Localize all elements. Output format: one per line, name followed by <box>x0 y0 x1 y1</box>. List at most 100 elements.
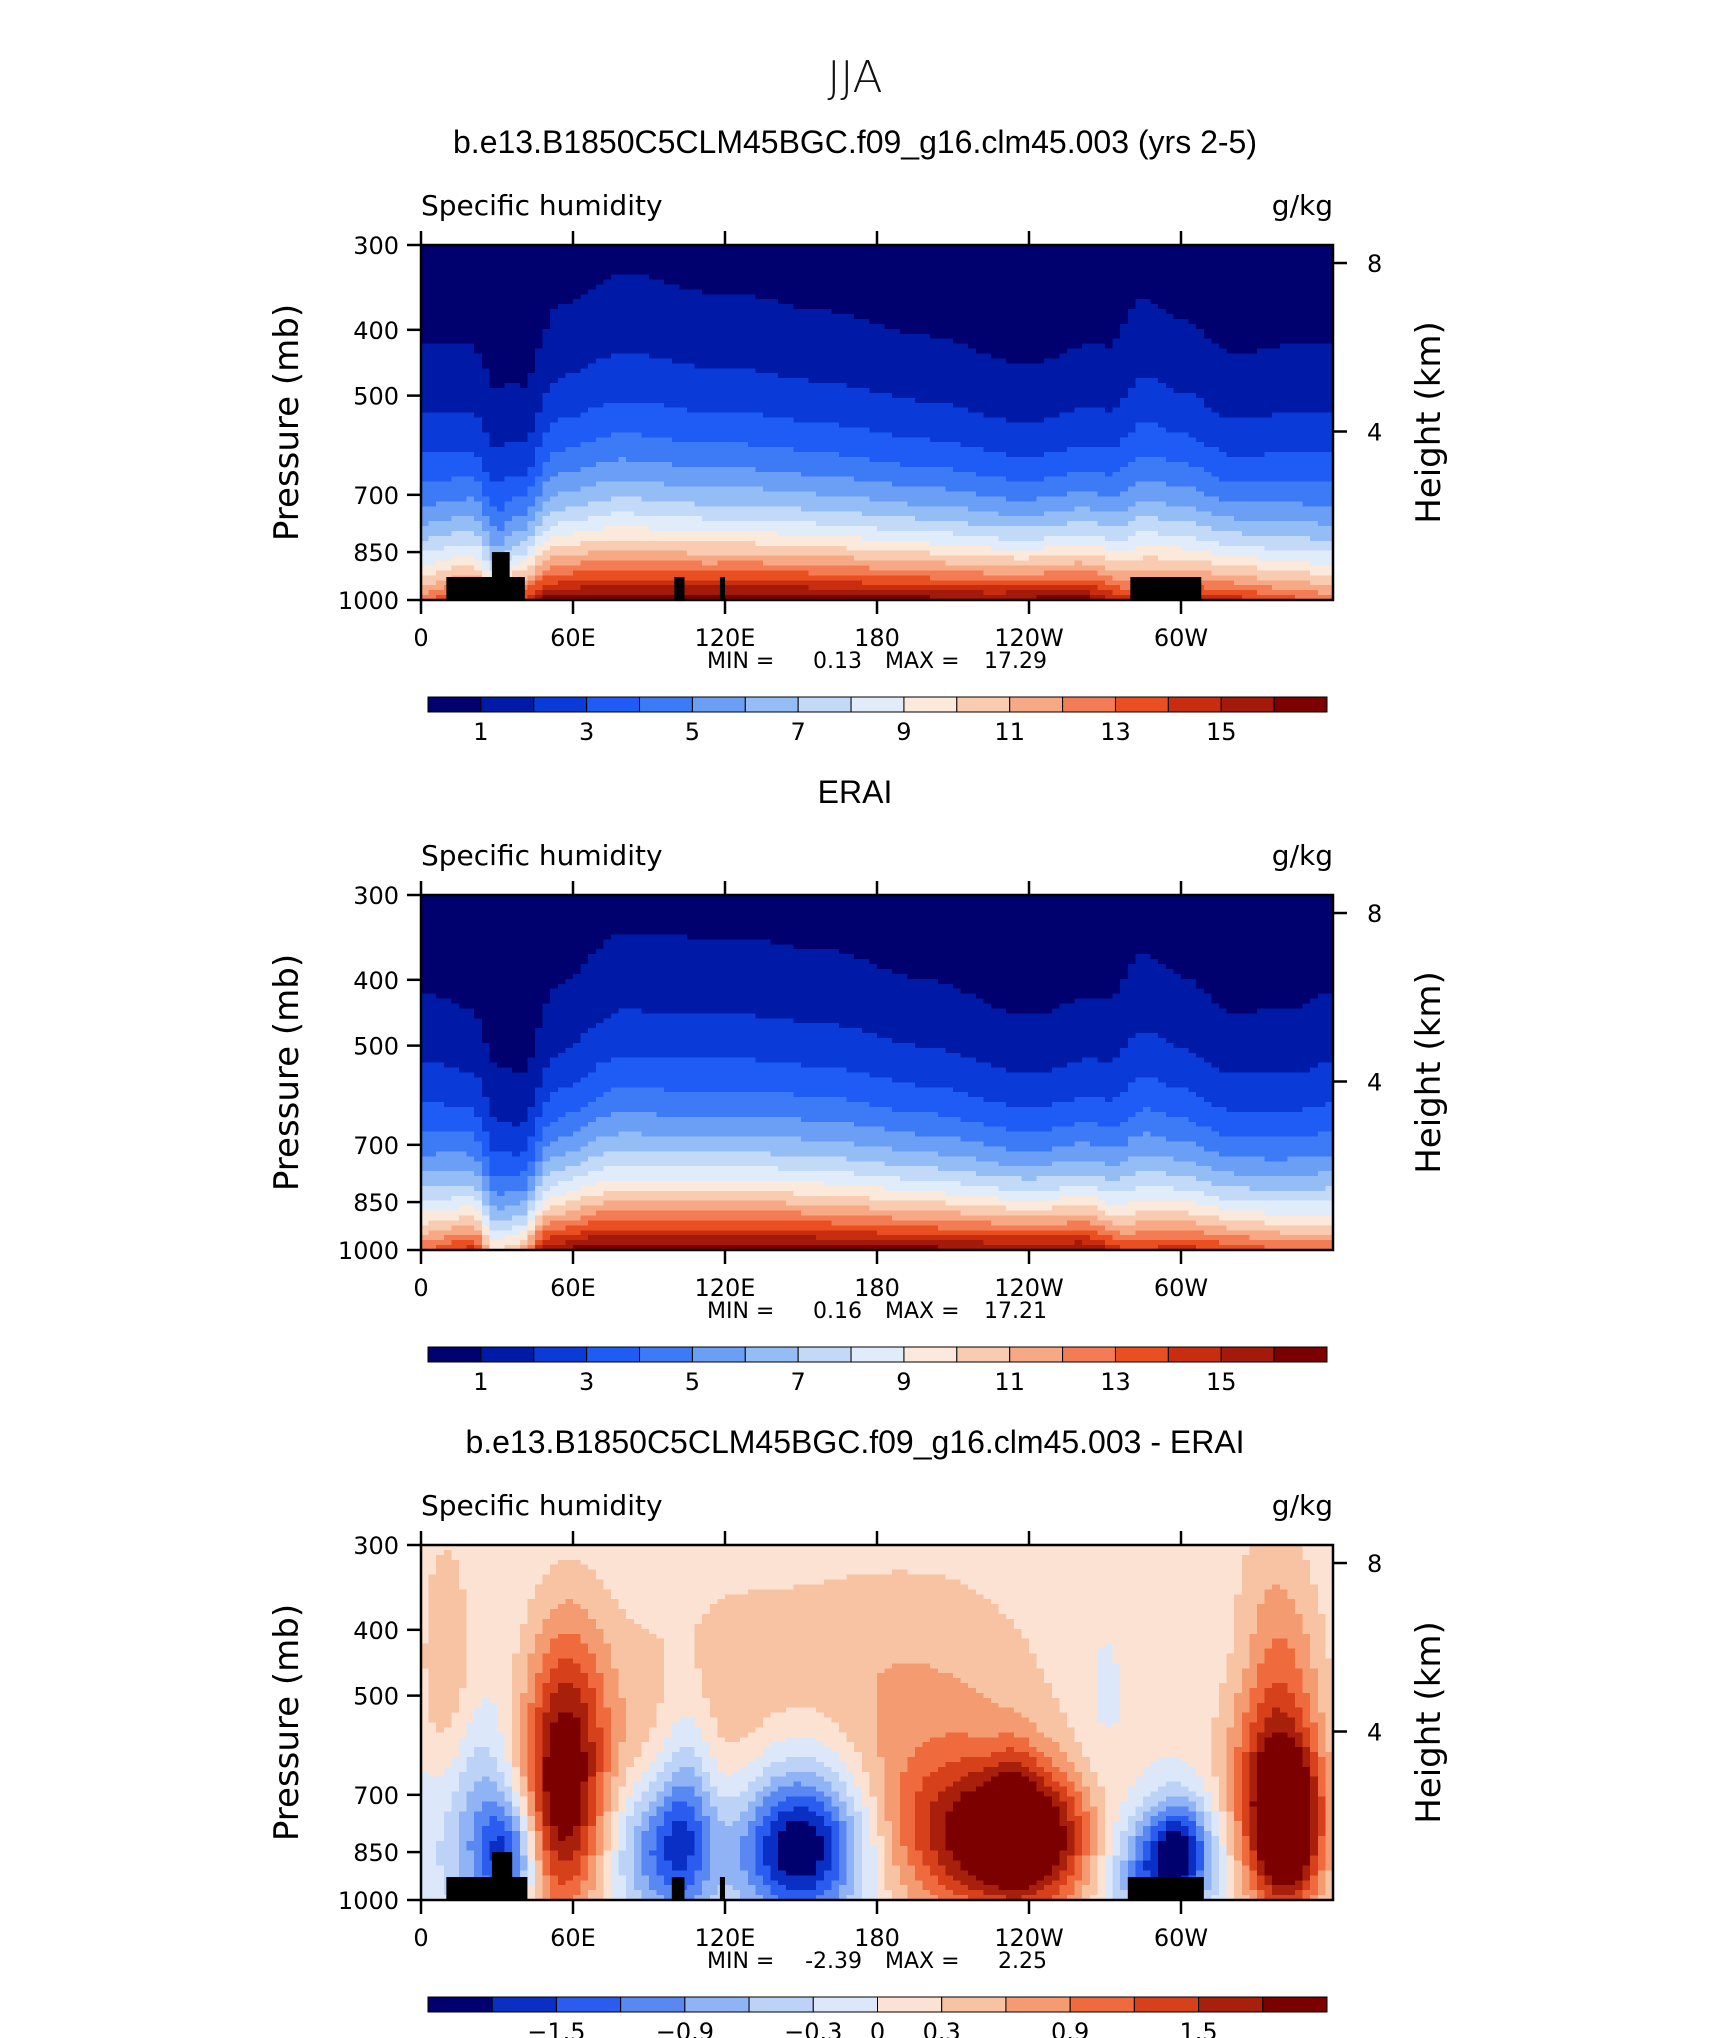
contour-cell <box>444 383 452 389</box>
contour-cell <box>520 275 528 281</box>
contour-cell <box>983 373 991 379</box>
contour-cell <box>1006 437 1014 443</box>
contour-cell <box>725 349 733 355</box>
contour-cell <box>436 418 444 424</box>
contour-cell <box>1113 373 1121 379</box>
contour-cell <box>641 280 649 286</box>
contour-cell <box>459 250 467 256</box>
contour-cell <box>1272 260 1280 266</box>
contour-cell <box>854 319 862 325</box>
contour-cell <box>831 289 839 295</box>
contour-cell <box>885 378 893 384</box>
contour-cell <box>649 334 657 340</box>
contour-cell <box>1287 304 1295 310</box>
contour-cell <box>968 418 976 424</box>
contour-cell <box>1067 442 1075 448</box>
contour-cell <box>869 309 877 315</box>
contour-cell <box>1090 280 1098 286</box>
contour-cell <box>1242 368 1250 374</box>
contour-cell <box>1242 418 1250 424</box>
contour-cell <box>1113 319 1121 325</box>
contour-cell <box>520 270 528 276</box>
contour-cell <box>687 334 695 340</box>
contour-cell <box>1143 432 1151 438</box>
contour-cell <box>839 432 847 438</box>
contour-cell <box>1113 353 1121 359</box>
contour-cell <box>482 413 490 419</box>
contour-cell <box>1021 294 1029 300</box>
contour-cell <box>733 284 741 290</box>
contour-cell <box>1075 368 1083 374</box>
contour-cell <box>626 418 634 424</box>
contour-cell <box>831 260 839 266</box>
contour-cell <box>1280 413 1288 419</box>
contour-cell <box>1113 388 1121 394</box>
contour-cell <box>1120 413 1128 419</box>
contour-cell <box>771 289 779 295</box>
contour-cell <box>1211 437 1219 443</box>
contour-cell <box>1287 403 1295 409</box>
contour-cell <box>489 353 497 359</box>
contour-cell <box>596 280 604 286</box>
contour-cell <box>1120 437 1128 443</box>
contour-cell <box>900 275 908 281</box>
contour-cell <box>1257 289 1265 295</box>
contour-cell <box>755 358 763 364</box>
contour-cell <box>1204 329 1212 335</box>
contour-cell <box>1181 432 1189 438</box>
contour-cell <box>862 378 870 384</box>
contour-cell <box>1143 309 1151 315</box>
contour-cell <box>1082 383 1090 389</box>
contour-cell <box>961 309 969 315</box>
contour-cell <box>1234 334 1242 340</box>
contour-cell <box>520 304 528 310</box>
contour-cell <box>679 447 687 453</box>
contour-cell <box>695 373 703 379</box>
contour-cell <box>847 432 855 438</box>
contour-cell <box>573 324 581 330</box>
contour-cell <box>755 398 763 404</box>
contour-cell <box>938 442 946 448</box>
contour-cell <box>1272 408 1280 414</box>
contour-cell <box>953 363 961 369</box>
contour-cell <box>945 388 953 394</box>
contour-cell <box>1249 427 1257 433</box>
contour-cell <box>877 403 885 409</box>
contour-cell <box>565 344 573 350</box>
contour-cell <box>1257 349 1265 355</box>
contour-cell <box>1151 432 1159 438</box>
contour-cell <box>520 250 528 256</box>
contour-cell <box>1097 334 1105 340</box>
contour-cell <box>938 299 946 305</box>
contour-cell <box>1090 260 1098 266</box>
contour-cell <box>786 304 794 310</box>
contour-cell <box>505 418 513 424</box>
contour-cell <box>1272 378 1280 384</box>
contour-cell <box>1151 349 1159 355</box>
contour-cell <box>1310 314 1318 320</box>
contour-cell <box>512 304 520 310</box>
contour-cell <box>596 373 604 379</box>
contour-cell <box>1075 309 1083 315</box>
contour-cell <box>588 314 596 320</box>
contour-cell <box>1318 423 1326 429</box>
contour-cell <box>588 423 596 429</box>
contour-cell <box>459 319 467 325</box>
contour-cell <box>1044 378 1052 384</box>
contour-cell <box>672 413 680 419</box>
contour-cell <box>1181 378 1189 384</box>
contour-cell <box>771 280 779 286</box>
contour-cell <box>581 358 589 364</box>
contour-cell <box>953 260 961 266</box>
contour-cell <box>923 349 931 355</box>
contour-cell <box>1189 413 1197 419</box>
contour-cell <box>596 314 604 320</box>
contour-cell <box>1310 299 1318 305</box>
contour-cell <box>1303 383 1311 389</box>
contour-cell <box>945 270 953 276</box>
contour-cell <box>489 349 497 355</box>
contour-cell <box>847 398 855 404</box>
contour-cell <box>938 408 946 414</box>
contour-cell <box>717 280 725 286</box>
contour-cell <box>1211 393 1219 399</box>
